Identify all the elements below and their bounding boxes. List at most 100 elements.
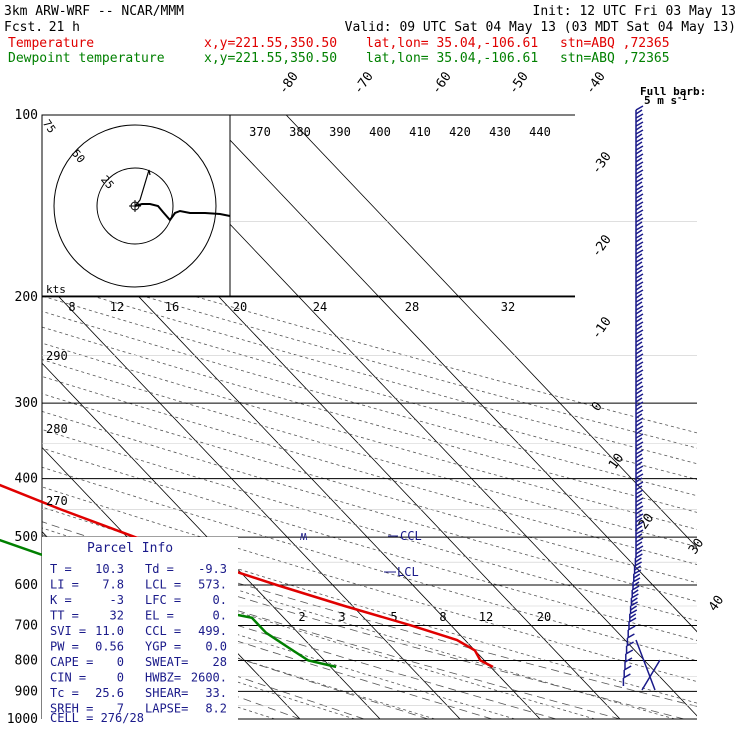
ccl-label: CCL xyxy=(400,529,422,543)
parcel-field: 8.2 xyxy=(205,702,227,716)
isotherm-label: 10 xyxy=(606,451,627,472)
parcel-field: 0 xyxy=(117,655,124,669)
wind-barb xyxy=(635,473,644,486)
pressure-tick-label: 700 xyxy=(15,618,38,633)
parcel-field: SREH = xyxy=(50,702,93,716)
legend-dewpoint-xy: x,y=221.55,350.50 xyxy=(204,51,337,66)
wind-barb xyxy=(633,561,642,574)
theta-label: 410 xyxy=(409,125,431,139)
barb-legend-line1: Full barb: xyxy=(640,85,706,98)
pressure-tick-label: 300 xyxy=(15,396,38,411)
wind-barb xyxy=(635,161,644,174)
wind-barb xyxy=(635,385,644,398)
wind-barb xyxy=(635,545,644,558)
wind-barb xyxy=(635,393,644,406)
parcel-title: Parcel Info xyxy=(87,541,173,556)
pressure-tick-label: 900 xyxy=(15,684,38,699)
wind-barb xyxy=(635,489,644,502)
fcst-value: 21 h xyxy=(49,20,80,35)
hodograph-trace xyxy=(134,203,231,222)
wind-barb xyxy=(629,609,638,622)
wind-barb xyxy=(635,337,644,350)
parcel-field: CIN = xyxy=(50,671,86,685)
wind-barb xyxy=(635,305,644,318)
wind-barb xyxy=(635,401,644,414)
wind-barb xyxy=(635,169,644,182)
parcel-field: HWBZ= xyxy=(145,671,181,685)
wind-barb xyxy=(634,553,643,566)
wind-barb xyxy=(635,513,644,526)
wind-barb xyxy=(635,185,644,198)
wind-barb xyxy=(635,281,644,294)
parcel-field: SWEAT= xyxy=(145,655,188,669)
wind-barb xyxy=(635,321,644,334)
theta-label: 380 xyxy=(289,125,311,139)
wind-barb xyxy=(635,241,644,254)
wind-barb xyxy=(635,537,644,550)
wind-barb xyxy=(635,233,644,246)
parcel-field: 2600. xyxy=(191,671,227,685)
wind-barb xyxy=(635,217,644,230)
wind-barb xyxy=(635,449,644,462)
wind-barb xyxy=(628,617,637,630)
parcel-field: K = xyxy=(50,593,72,607)
parcel-field: 7.8 xyxy=(102,578,124,592)
theta-label: 400 xyxy=(369,125,391,139)
isotherm-label: -20 xyxy=(589,232,615,260)
hodograph: 75 50 25 kts xyxy=(40,114,231,297)
wind-barb xyxy=(635,505,644,518)
wind-barb xyxy=(635,345,644,358)
wind-barb xyxy=(633,569,642,582)
pressure-tick-label: 600 xyxy=(15,578,38,593)
parcel-field: CAPE = xyxy=(50,655,93,669)
isotherm-label: 30 xyxy=(686,536,707,557)
wind-barb xyxy=(624,657,633,670)
valid-time: Valid: 09 UTC Sat 04 May 13 (03 MDT Sat … xyxy=(345,20,736,35)
hodograph-trace-upper xyxy=(134,169,151,207)
parcel-field: SHEAR= xyxy=(145,686,188,700)
parcel-field: 573. xyxy=(198,578,227,592)
wind-barb xyxy=(635,361,644,374)
parcel-field: 33. xyxy=(205,686,227,700)
mixing-ratio-label: 28 xyxy=(405,300,419,314)
wind-barb xyxy=(635,201,644,214)
mixing-ratio-label: 8 xyxy=(68,300,75,314)
wind-barb xyxy=(626,633,635,646)
parcel-field: TT = xyxy=(50,609,79,623)
wind-barb xyxy=(635,417,644,430)
wind-barb xyxy=(635,329,644,342)
isotherm-label: -40 xyxy=(583,69,609,97)
parcel-info: Parcel Info T = 10.3 Td = -9.3 LI = 7.8 LCL = 5… xyxy=(42,537,238,727)
wind-barb xyxy=(635,113,644,126)
mixing-ratio-label: 24 xyxy=(313,300,327,314)
parcel-field: 11.0 xyxy=(95,624,124,638)
wind-barb xyxy=(635,257,644,270)
isotherm-label: -60 xyxy=(429,69,455,97)
legend-temperature-xy: x,y=221.55,350.50 xyxy=(204,36,337,51)
wind-barb xyxy=(635,153,644,166)
isotherm-label: -70 xyxy=(351,69,377,97)
low-mixing-ratio-label: 20 xyxy=(537,610,551,624)
parcel-field: Td = xyxy=(145,562,174,576)
wind-barb xyxy=(635,145,644,158)
wind-barb xyxy=(635,529,644,542)
isotherm-label: 0 xyxy=(589,399,606,414)
parcel-field: -9.3 xyxy=(198,562,227,576)
wind-barb xyxy=(635,353,644,366)
theta-label: 370 xyxy=(249,125,271,139)
wind-barb xyxy=(635,249,644,262)
wind-barb xyxy=(635,521,644,534)
temperature-trace xyxy=(0,483,494,669)
isotherm-label: 40 xyxy=(706,593,727,614)
parcel-field: 7 xyxy=(117,702,124,716)
hodograph-units: kts xyxy=(46,283,66,296)
low-mixing-ratio-label: 3 xyxy=(338,610,345,624)
dewpoint-trace xyxy=(0,538,337,669)
hodograph-label-75: 75 xyxy=(40,117,58,135)
wind-barb xyxy=(635,265,644,278)
parcel-field: LCL = xyxy=(145,578,181,592)
parcel-field: 0.0 xyxy=(205,640,227,654)
fcst-label: Fcst. xyxy=(4,20,43,35)
dry-adiabat-label: 270 xyxy=(46,494,68,508)
